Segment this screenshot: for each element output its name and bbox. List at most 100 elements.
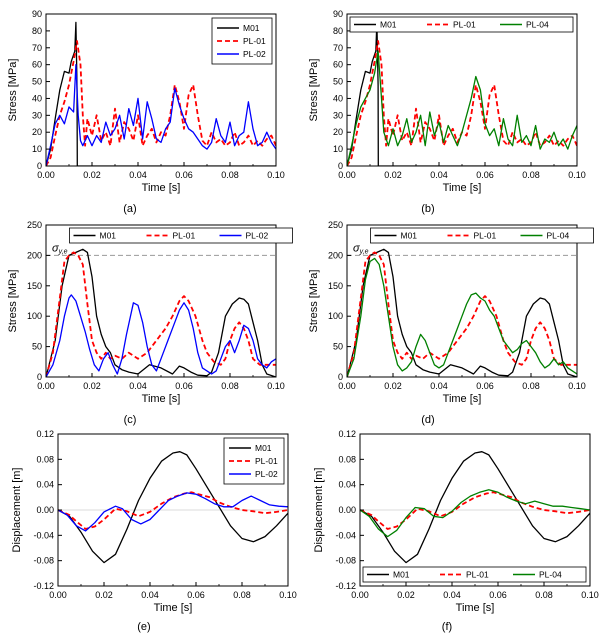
x-tick-label: 0.04 (141, 590, 159, 600)
y-tick-label: -0.08 (33, 556, 54, 566)
y-axis-title: Displacement [m] (11, 468, 23, 553)
chart-panel-b: 0.00 0.02 0.04 0.06 0.08 0.10 0 10 20 30 40 50 60 70 8… (308, 9, 586, 215)
x-tick-label: 0.04 (430, 170, 448, 180)
y-tick-label: 0.00 (36, 505, 54, 515)
x-tick-label: 0.02 (384, 170, 402, 180)
y-tick-label: 100 (27, 311, 42, 321)
legend: M01 PL-01 PL-04 (370, 227, 594, 244)
x-tick-label: 0.02 (95, 590, 113, 600)
legend: M01 PL-01 PL-04 (362, 566, 587, 583)
series-line-pl-02 (58, 492, 288, 532)
legend-label: PL-04 (526, 20, 549, 30)
series-line-pl-02 (46, 64, 276, 166)
y-tick-label: 100 (328, 311, 343, 321)
y-tick-label: 30 (333, 110, 343, 120)
x-tick-label: 0.06 (476, 381, 494, 391)
x-tick-label: 0.06 (476, 170, 494, 180)
y-tick-label: -0.12 (335, 581, 356, 591)
y-tick-label: 0 (338, 161, 343, 171)
y-tick-label: 0.04 (338, 480, 356, 490)
chart-panel-c: σy,e 0.00 0.02 0.04 0.06 0.08 0.10 0 50 100 150 200… (7, 220, 293, 426)
y-tick-label: 40 (32, 93, 42, 103)
y-tick-label: -0.12 (33, 581, 54, 591)
legend-label: M01 (401, 231, 418, 241)
series-line-pl-01 (46, 251, 276, 377)
y-tick-label: 70 (333, 43, 343, 53)
x-tick-label: 0.10 (267, 170, 285, 180)
x-tick-label: 0.10 (568, 170, 586, 180)
series-line-pl-04 (347, 50, 577, 166)
x-axis-title: Time [s] (443, 182, 482, 194)
series-line-pl-04 (360, 489, 590, 538)
panel-label: (e) (137, 621, 150, 633)
plot-frame (346, 224, 578, 378)
legend: M01 PL-01 PL-02 (69, 227, 293, 244)
y-tick-label: 70 (32, 43, 42, 53)
y-tick-label: 60 (32, 60, 42, 70)
y-tick-label: 0 (37, 161, 42, 171)
x-tick-label: 0.06 (187, 590, 205, 600)
y-tick-label: 40 (333, 93, 343, 103)
x-tick-label: 0.06 (489, 590, 507, 600)
y-tick-label: 150 (328, 281, 343, 291)
x-tick-label: 0.02 (83, 381, 101, 391)
legend-label: PL-04 (539, 570, 562, 580)
legend-box (362, 566, 587, 583)
x-tick-label: 0.08 (233, 590, 251, 600)
legend: M01 PL-01 PL-02 (211, 17, 273, 65)
legend-label: M01 (380, 20, 397, 30)
y-tick-label: 50 (333, 342, 343, 352)
y-axis-title: Displacement [m] (313, 468, 325, 553)
y-tick-label: 80 (333, 26, 343, 36)
y-tick-label: 0.08 (338, 454, 356, 464)
y-tick-label: 30 (32, 110, 42, 120)
x-tick-label: 0.04 (443, 590, 461, 600)
legend-label: PL-02 (255, 469, 278, 479)
y-tick-label: 0.04 (36, 480, 54, 490)
y-tick-label: 0 (37, 372, 42, 382)
y-tick-label: 20 (333, 127, 343, 137)
x-tick-label: 0.00 (351, 590, 369, 600)
chart-panel-d: σy,e 0.00 0.02 0.04 0.06 0.08 0.10 0 50 100 150 200… (308, 220, 594, 426)
legend-label: PL-01 (255, 456, 278, 466)
x-tick-label: 0.08 (221, 381, 239, 391)
panel-label: (f) (442, 621, 452, 633)
x-tick-label: 0.04 (430, 381, 448, 391)
legend-label: PL-02 (243, 49, 266, 59)
chart-panel-f: 0.00 0.02 0.04 0.06 0.08 0.10 -0.12 -0.08 -0.04 0… (313, 429, 599, 633)
y-tick-label: 200 (27, 250, 42, 260)
x-axis-title: Time [s] (154, 602, 193, 614)
x-tick-label: 0.06 (175, 381, 193, 391)
y-tick-label: 0.00 (338, 505, 356, 515)
series-line-m01 (347, 248, 577, 377)
x-tick-label: 0.08 (522, 170, 540, 180)
series-line-pl-04 (347, 257, 577, 377)
legend-label: M01 (255, 443, 272, 453)
legend-box (349, 16, 574, 33)
panel-label: (b) (421, 203, 434, 215)
y-tick-label: 50 (333, 77, 343, 87)
panel-label: (a) (123, 203, 136, 215)
x-axis-title: Time [s] (443, 393, 482, 405)
y-tick-label: 50 (32, 342, 42, 352)
legend-label: PL-01 (173, 231, 196, 241)
x-tick-label: 0.06 (175, 170, 193, 180)
x-axis-title: Time [s] (142, 182, 181, 194)
panel-label: (d) (421, 414, 434, 426)
yield-label: σy,e (353, 242, 369, 255)
series-line-m01 (360, 451, 590, 564)
legend-label: PL-01 (466, 570, 489, 580)
x-tick-label: 0.00 (37, 170, 55, 180)
y-tick-label: 20 (32, 127, 42, 137)
y-tick-label: 50 (32, 77, 42, 87)
y-tick-label: 80 (32, 26, 42, 36)
y-tick-label: 150 (27, 281, 42, 291)
series-line-m01 (46, 248, 276, 377)
legend-label: PL-01 (243, 36, 266, 46)
y-axis-title: Stress [MPa] (308, 59, 320, 122)
x-axis-title: Time [s] (142, 393, 181, 405)
series-line-pl-01 (347, 251, 577, 377)
y-tick-label: 250 (27, 220, 42, 230)
x-tick-label: 0.10 (581, 590, 599, 600)
